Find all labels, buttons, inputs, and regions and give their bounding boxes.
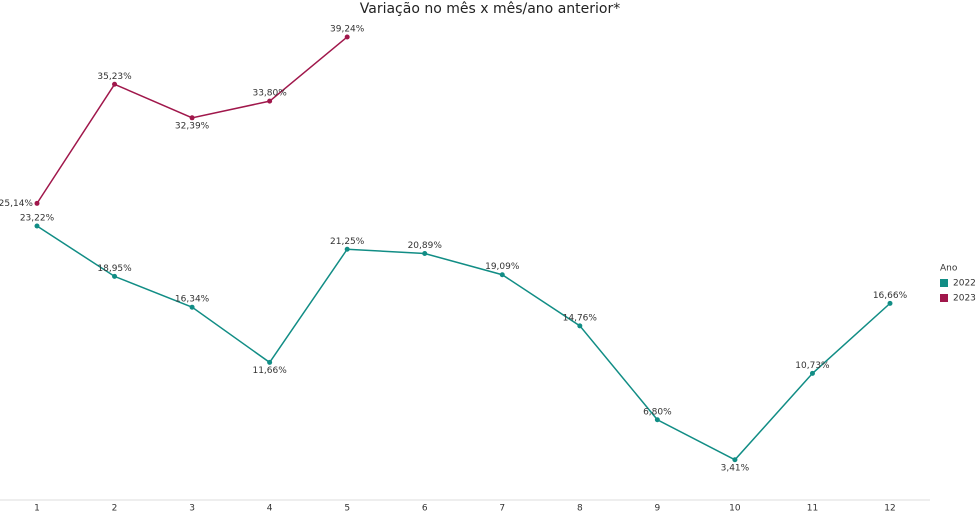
data-point xyxy=(34,223,40,229)
x-tick-label: 2 xyxy=(112,504,118,514)
series-line xyxy=(36,225,891,461)
data-label: 10,73% xyxy=(795,361,830,371)
legend-swatch xyxy=(940,294,948,302)
data-label: 39,24% xyxy=(330,24,365,34)
data-point xyxy=(499,272,505,278)
data-label: 21,25% xyxy=(330,237,365,247)
data-point xyxy=(267,359,273,365)
data-point xyxy=(344,246,350,252)
data-point xyxy=(887,300,893,306)
data-label: 19,09% xyxy=(485,262,520,272)
data-label: 16,66% xyxy=(873,291,908,301)
data-point xyxy=(189,115,195,121)
legend-label: 2023 xyxy=(953,294,976,304)
data-label: 16,34% xyxy=(175,295,210,305)
data-label: 18,95% xyxy=(97,264,132,274)
data-point xyxy=(732,457,738,463)
data-point xyxy=(344,34,350,40)
data-point xyxy=(654,417,660,423)
legend-label: 2022 xyxy=(953,279,976,289)
data-label: 33,80% xyxy=(252,89,287,99)
data-point xyxy=(112,273,118,279)
data-label: 35,23% xyxy=(97,72,132,82)
x-tick-label: 8 xyxy=(577,504,583,514)
data-point xyxy=(422,250,428,256)
data-label: 20,89% xyxy=(408,241,443,251)
x-tick-label: 1 xyxy=(34,504,40,514)
data-label: 32,39% xyxy=(175,121,210,131)
x-tick-label: 5 xyxy=(344,504,350,514)
x-tick-label: 11 xyxy=(807,504,818,514)
data-label: 11,66% xyxy=(252,366,287,376)
data-point xyxy=(577,323,583,329)
data-label: 23,22% xyxy=(20,214,55,224)
x-tick-label: 6 xyxy=(422,504,428,514)
chart-title: Variação no mês x mês/ano anterior* xyxy=(360,1,620,17)
data-label: 14,76% xyxy=(563,313,598,323)
data-point xyxy=(112,81,118,87)
x-tick-label: 4 xyxy=(267,504,273,514)
data-label: 6,80% xyxy=(643,407,672,417)
data-point xyxy=(189,304,195,310)
x-tick-label: 12 xyxy=(884,504,895,514)
data-label: 25,14% xyxy=(0,199,33,209)
x-tick-label: 7 xyxy=(499,504,505,514)
data-point xyxy=(267,98,273,104)
data-point xyxy=(809,370,815,376)
legend-title: Ano xyxy=(940,264,958,274)
x-tick-label: 9 xyxy=(654,504,660,514)
legend-swatch xyxy=(940,279,948,287)
x-tick-label: 10 xyxy=(729,504,741,514)
data-label: 3,41% xyxy=(721,463,750,473)
data-point xyxy=(34,200,40,206)
x-tick-label: 3 xyxy=(189,504,195,514)
